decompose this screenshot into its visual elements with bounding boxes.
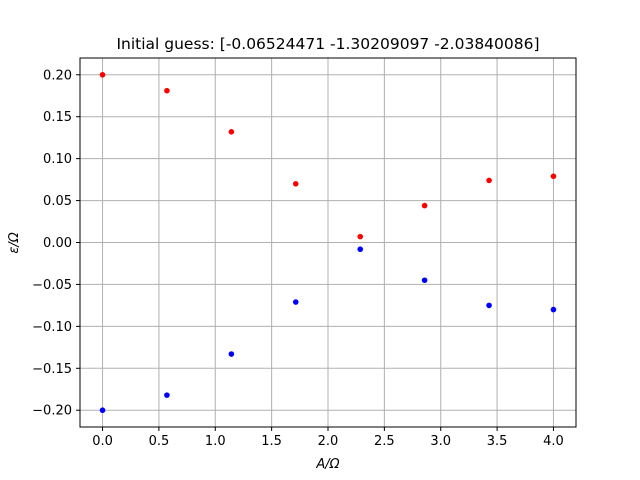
x-tick-label: 0.5 bbox=[149, 434, 170, 449]
y-tick-label: 0.00 bbox=[43, 236, 72, 251]
data-point bbox=[421, 277, 428, 284]
data-point bbox=[550, 173, 557, 180]
y-tick-label: 0.15 bbox=[43, 110, 72, 125]
data-point bbox=[357, 246, 364, 253]
x-tick-label: 3.0 bbox=[430, 434, 451, 449]
x-tick-label: 3.5 bbox=[487, 434, 508, 449]
data-point bbox=[228, 351, 235, 357]
data-point bbox=[164, 87, 170, 94]
y-tick-label: −0.10 bbox=[32, 320, 72, 335]
y-tick-label: −0.20 bbox=[32, 404, 72, 419]
data-point bbox=[292, 299, 299, 305]
x-axis-label: A/Ω bbox=[315, 457, 339, 472]
data-point bbox=[99, 71, 106, 78]
data-point bbox=[164, 392, 170, 398]
x-tick-label: 4.0 bbox=[543, 434, 564, 449]
x-tick-label: 0.0 bbox=[92, 434, 113, 449]
data-point bbox=[228, 129, 235, 135]
y-axis-label: ε/Ω bbox=[7, 232, 22, 253]
y-axis-ticks: −0.20 −0.15 −0.10 −0.05 0.00 0.05 0.10 0.15 0.20 bbox=[32, 68, 80, 419]
x-tick-label: 1.5 bbox=[261, 434, 282, 449]
data-point bbox=[421, 202, 428, 209]
data-point bbox=[486, 302, 492, 309]
data-point bbox=[292, 180, 299, 187]
y-tick-label: −0.15 bbox=[32, 362, 72, 377]
x-tick-label: 1.0 bbox=[205, 434, 226, 449]
data-points bbox=[99, 71, 557, 414]
y-tick-label: −0.05 bbox=[32, 278, 72, 293]
data-point bbox=[99, 407, 106, 414]
y-tick-label: 0.05 bbox=[43, 194, 72, 209]
grid-lines bbox=[80, 58, 576, 427]
x-tick-label: 2.0 bbox=[318, 434, 339, 449]
x-axis-ticks: 0.0 0.5 1.0 1.5 2.0 2.5 3.0 3.5 4.0 bbox=[92, 427, 564, 449]
data-point bbox=[550, 306, 557, 313]
data-point bbox=[357, 233, 364, 240]
chart-title: Initial guess: [-0.06524471 -1.30209097 … bbox=[116, 35, 539, 53]
y-tick-label: 0.10 bbox=[43, 152, 72, 167]
y-tick-label: 0.20 bbox=[43, 68, 72, 83]
data-point bbox=[486, 177, 492, 184]
x-tick-label: 2.5 bbox=[374, 434, 395, 449]
